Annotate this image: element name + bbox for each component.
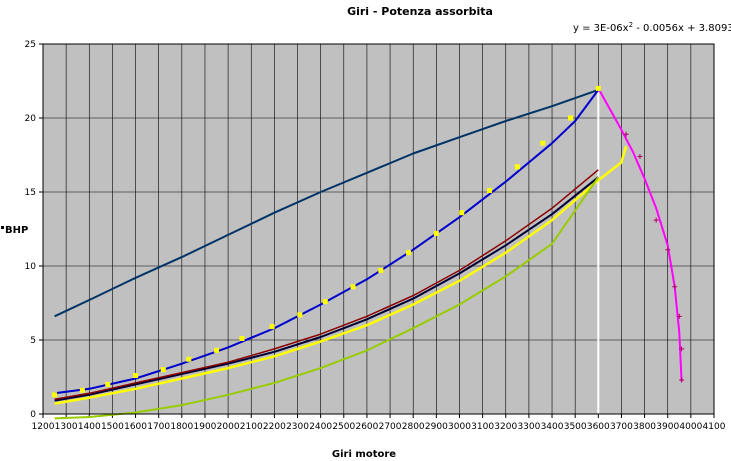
data-point-marker (378, 267, 384, 273)
y-tick-label: 15 (25, 188, 36, 198)
data-point-marker (52, 392, 58, 398)
x-axis-label: Giri motore (332, 449, 396, 460)
y-tick-label: 0 (30, 410, 36, 420)
data-point-marker (269, 324, 275, 330)
data-point-marker (406, 250, 412, 256)
x-tick-label: 4100 (703, 422, 726, 432)
x-tick-label: 2600 (355, 422, 378, 432)
x-tick-label: 3400 (541, 422, 564, 432)
x-tick-label: 1500 (101, 422, 124, 432)
series-markers (52, 85, 685, 398)
chart-title: Giri - Potenza assorbita (347, 5, 493, 18)
x-tick-label: 2800 (402, 422, 425, 432)
series-line (54, 145, 628, 405)
data-point-marker (679, 377, 685, 383)
data-point-marker (433, 230, 439, 236)
x-tick-label: 1900 (194, 422, 217, 432)
x-tick-label: 3100 (471, 422, 494, 432)
x-tick-label: 2400 (309, 422, 332, 432)
data-point-marker (487, 188, 493, 194)
data-point-marker (239, 336, 245, 342)
x-tick-label: 3300 (517, 422, 540, 432)
x-tick-label: 2500 (332, 422, 355, 432)
series-line (54, 169, 599, 400)
plot-area (43, 44, 714, 414)
x-tick-label: 3700 (610, 422, 633, 432)
x-tick-label: 1700 (147, 422, 170, 432)
y-tick-label: 5 (30, 336, 36, 346)
data-point-marker (105, 381, 111, 387)
data-point-marker (79, 387, 85, 393)
y-axis-label-marker (1, 226, 4, 229)
data-point-marker (595, 85, 601, 91)
data-point-marker (297, 312, 303, 318)
data-point-marker (679, 346, 685, 352)
data-point-marker (665, 247, 671, 253)
series-line (597, 87, 683, 382)
x-tick-label: 3800 (633, 422, 656, 432)
x-tick-label: 3200 (494, 422, 517, 432)
y-axis-label: BHP (5, 225, 28, 236)
series-line (54, 176, 600, 420)
x-tick-label: 3000 (448, 422, 471, 432)
trendline-equation: y = 3E-06x2 - 0.0056x + 3.8093 (573, 21, 731, 34)
series-line (54, 176, 599, 402)
data-point-marker (514, 164, 520, 170)
x-tick-label: 2100 (240, 422, 263, 432)
y-tick-label: 25 (25, 40, 36, 50)
y-tick-label: 10 (25, 262, 37, 272)
x-axis-ticks: 1200 1300 1400 1500 1600 1700 1800 1900 2000 2100… (32, 414, 726, 432)
x-tick-label: 2900 (425, 422, 448, 432)
series-line (54, 88, 599, 318)
x-tick-label: 3500 (564, 422, 587, 432)
data-point-marker (322, 299, 328, 305)
plot-border (42, 43, 715, 415)
x-tick-label: 2300 (286, 422, 309, 432)
data-point-marker (623, 131, 629, 137)
data-point-marker (568, 115, 574, 121)
data-point-marker (540, 140, 546, 146)
data-point-marker (672, 284, 678, 290)
x-tick-label: 2700 (379, 422, 402, 432)
data-point-marker (637, 153, 643, 159)
x-tick-label: 1600 (124, 422, 147, 432)
x-tick-label: 1300 (55, 422, 78, 432)
data-point-marker (186, 356, 192, 362)
x-tick-label: 2200 (263, 422, 286, 432)
series-lines (54, 87, 683, 420)
x-tick-label: 1400 (78, 422, 101, 432)
x-tick-label: 3600 (587, 422, 610, 432)
data-point-marker (214, 347, 220, 353)
data-point-marker (459, 210, 465, 216)
y-tick-label: 20 (25, 114, 37, 124)
data-point-marker (676, 313, 682, 319)
data-point-marker (653, 217, 659, 223)
x-tick-label: 1200 (32, 422, 55, 432)
x-tick-label: 4000 (679, 422, 702, 432)
data-point-marker (133, 373, 139, 379)
x-tick-label: 3900 (656, 422, 679, 432)
y-axis-ticks: 0 5 10 15 20 25 (25, 40, 43, 420)
x-tick-label: 1800 (170, 422, 193, 432)
data-point-marker (350, 284, 356, 290)
data-point-marker (160, 367, 166, 373)
series-line (54, 89, 600, 395)
x-tick-label: 2000 (217, 422, 240, 432)
